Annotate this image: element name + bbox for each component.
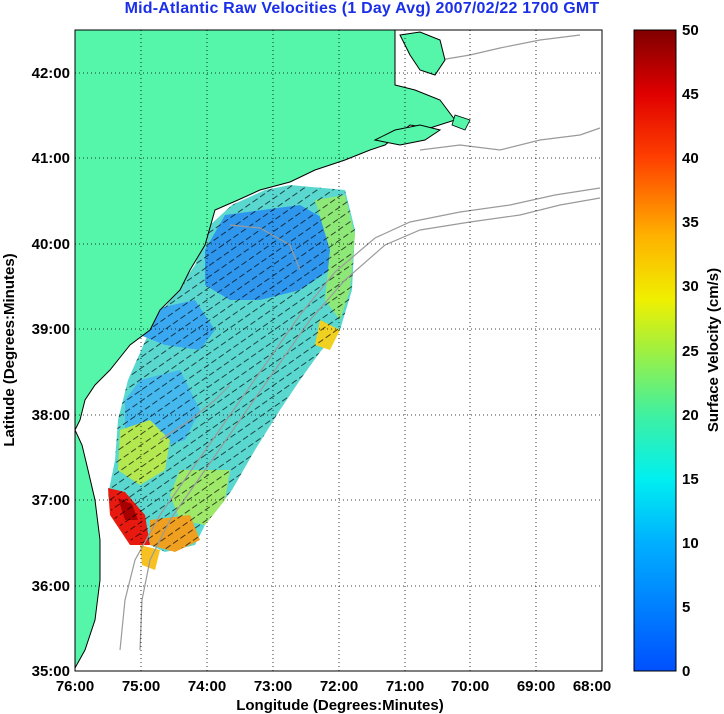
- colorbar: [633, 29, 677, 672]
- x-tick-label: 70:00: [451, 678, 489, 695]
- bathymetry-contours: [119, 34, 601, 651]
- colorbar-tick-label: 30: [682, 278, 699, 295]
- y-tick-label: 38:00: [32, 407, 70, 424]
- x-tick-label: 69:00: [517, 678, 555, 695]
- colorbar-tick-label: 0: [682, 663, 690, 680]
- colorbar-tick-label: 45: [682, 86, 699, 103]
- land-long-island: [373, 124, 442, 146]
- y-tick-labels: 35:00 36:00 37:00 38:00 39:00 40:00 41:0…: [32, 65, 70, 680]
- x-tick-label: 73:00: [254, 678, 292, 695]
- y-tick-label: 36:00: [32, 578, 70, 595]
- colorbar-tick-label: 50: [682, 22, 699, 39]
- map-grid: [75, 30, 602, 671]
- x-tick-label: 71:00: [386, 678, 424, 695]
- colorbar-tick-label: 40: [682, 150, 699, 167]
- y-tick-label: 42:00: [32, 65, 70, 82]
- land-mainland-north: [75, 30, 456, 431]
- colorbar-tick-label: 25: [682, 343, 699, 360]
- y-tick-label: 40:00: [32, 236, 70, 253]
- x-axis-label: Longitude (Degrees:Minutes): [236, 697, 444, 714]
- colorbar-tick-label: 35: [682, 214, 699, 231]
- y-axis-label: Latitude (Degrees:Minutes): [1, 253, 18, 446]
- colorbar-tick-label: 5: [682, 599, 690, 616]
- land-island: [451, 114, 471, 131]
- x-tick-label: 68:00: [573, 678, 611, 695]
- colorbar-label: Surface Velocity (cm/s): [705, 268, 722, 432]
- map-title: Mid-Atlantic Raw Velocities (1 Day Avg) …: [124, 0, 600, 17]
- colorbar-tick-labels: 0 5 10 15 20 25 30 35 40 45 50: [682, 22, 699, 680]
- y-tick-label: 35:00: [32, 663, 70, 680]
- colorbar-tick-label: 10: [682, 535, 699, 552]
- y-tick-label: 37:00: [32, 492, 70, 509]
- x-tick-label: 74:00: [188, 678, 226, 695]
- x-tick-label: 75:00: [122, 678, 160, 695]
- x-tick-label: 76:00: [56, 678, 94, 695]
- x-tick-labels: 76:00 75:00 74:00 73:00 72:00 71:00 70:0…: [56, 678, 611, 695]
- land-cape-cod: [399, 31, 446, 76]
- x-tick-label: 72:00: [320, 678, 358, 695]
- colorbar-tick-label: 20: [682, 407, 699, 424]
- y-tick-label: 41:00: [32, 150, 70, 167]
- y-tick-label: 39:00: [32, 321, 70, 338]
- colorbar-tick-label: 15: [682, 471, 699, 488]
- land-mainland-south: [75, 429, 101, 670]
